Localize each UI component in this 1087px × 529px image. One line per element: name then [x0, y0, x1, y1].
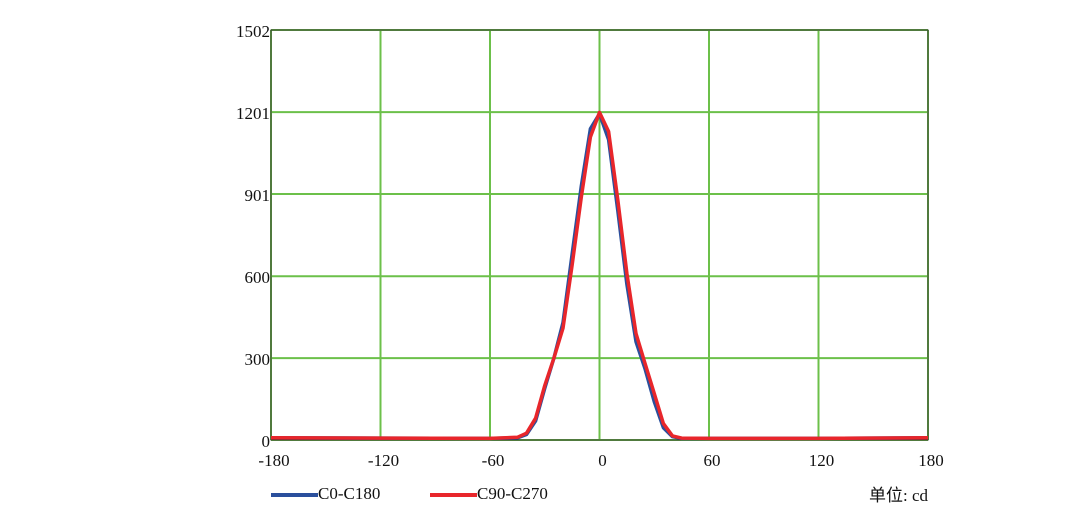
y-tick-label: 1201: [236, 104, 270, 123]
x-tick-label: -180: [258, 451, 289, 470]
x-tick-label: -60: [482, 451, 505, 470]
y-tick-label: 300: [245, 350, 271, 369]
series-line: [270, 110, 929, 441]
x-tick-label: 0: [598, 451, 607, 470]
unit-annotation: 单位: cd: [869, 486, 929, 505]
legend-label: C0-C180: [318, 484, 380, 503]
x-tick-label: 180: [918, 451, 944, 470]
y-tick-label: 1502: [236, 22, 270, 41]
y-tick-label: 901: [245, 186, 271, 205]
x-tick-label: 60: [704, 451, 721, 470]
x-tick-label: -120: [368, 451, 399, 470]
legend-label: C90-C270: [477, 484, 548, 503]
y-tick-label: 0: [262, 432, 271, 451]
x-tick-label: 120: [809, 451, 835, 470]
y-tick-label: 600: [245, 268, 271, 287]
plot-frame: [270, 29, 929, 441]
